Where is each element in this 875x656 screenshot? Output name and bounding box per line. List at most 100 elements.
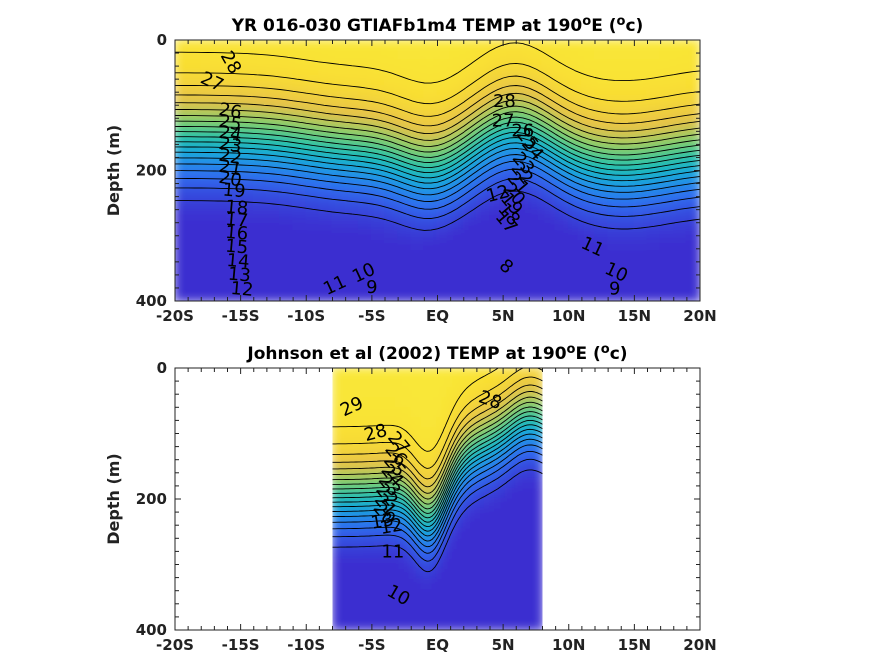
heatmap-cell bbox=[378, 598, 386, 611]
heatmap-cell bbox=[489, 99, 505, 112]
heatmap-cell bbox=[594, 239, 610, 252]
heatmap-cell bbox=[494, 407, 502, 420]
heatmap-cell bbox=[531, 467, 539, 480]
heatmap-cell bbox=[426, 578, 434, 591]
heatmap-cell bbox=[384, 159, 400, 172]
heatmap-cell bbox=[331, 159, 347, 172]
heatmap-cell bbox=[499, 498, 507, 511]
heatmap-cell bbox=[200, 199, 216, 212]
x-tick-label: -5S bbox=[358, 636, 385, 654]
heatmap-cell bbox=[672, 279, 688, 292]
heatmap-cell bbox=[344, 59, 360, 72]
heatmap-cell bbox=[436, 279, 452, 292]
heatmap-cell bbox=[420, 387, 428, 400]
heatmap-cell bbox=[536, 518, 543, 531]
heatmap-cell bbox=[685, 139, 700, 152]
heatmap-cell bbox=[515, 508, 523, 521]
heatmap-cell bbox=[525, 387, 533, 400]
heatmap-cell bbox=[504, 548, 512, 561]
heatmap-cell bbox=[525, 548, 533, 561]
heatmap-cell bbox=[378, 387, 386, 400]
contour-label: 9 bbox=[366, 277, 377, 298]
heatmap-cell bbox=[410, 99, 426, 112]
heatmap-cell bbox=[520, 558, 528, 571]
heatmap-cell bbox=[580, 49, 596, 62]
heatmap-cell bbox=[531, 538, 539, 551]
heatmap-cell bbox=[426, 588, 434, 601]
heatmap-cell bbox=[344, 229, 360, 242]
heatmap-cell bbox=[410, 498, 418, 511]
heatmap-cell bbox=[239, 59, 255, 72]
heatmap-cell bbox=[357, 457, 365, 470]
heatmap-cell bbox=[489, 179, 505, 192]
heatmap-cell bbox=[384, 457, 392, 470]
heatmap-cell bbox=[515, 239, 531, 252]
heatmap-cell bbox=[528, 129, 544, 142]
heatmap-cell bbox=[554, 239, 570, 252]
heatmap-cell bbox=[504, 368, 512, 380]
heatmap-cell bbox=[475, 209, 491, 222]
heatmap-cell bbox=[499, 548, 507, 561]
heatmap-cell bbox=[567, 229, 583, 242]
heatmap-cell bbox=[436, 427, 444, 440]
heatmap-cell bbox=[436, 417, 444, 430]
heatmap-cell bbox=[332, 608, 339, 621]
heatmap-cell bbox=[580, 69, 596, 82]
heatmap-cell bbox=[462, 69, 478, 82]
heatmap-cell bbox=[475, 199, 491, 212]
heatmap-cell bbox=[510, 407, 518, 420]
heatmap-cell bbox=[378, 528, 386, 541]
heatmap-cell bbox=[494, 558, 502, 571]
heatmap-cell bbox=[468, 407, 476, 420]
heatmap-cell bbox=[239, 209, 255, 222]
heatmap-cell bbox=[405, 487, 413, 500]
heatmap-cell bbox=[504, 498, 512, 511]
heatmap-cell bbox=[536, 608, 543, 621]
heatmap-cell bbox=[305, 69, 321, 82]
heatmap-cell bbox=[633, 259, 649, 272]
heatmap-cell bbox=[363, 498, 371, 511]
heatmap-cell bbox=[363, 487, 371, 500]
heatmap-cell bbox=[457, 558, 465, 571]
heatmap-cell bbox=[520, 477, 528, 490]
heatmap-cell bbox=[347, 397, 355, 410]
heatmap-cell bbox=[502, 209, 518, 222]
heatmap-cell bbox=[447, 578, 455, 591]
heatmap-cell bbox=[423, 40, 439, 52]
heatmap-cell bbox=[397, 239, 413, 252]
heatmap-cell bbox=[441, 538, 449, 551]
heatmap-cell bbox=[607, 40, 623, 52]
heatmap-cell bbox=[426, 487, 434, 500]
heatmap-cell bbox=[357, 417, 365, 430]
heatmap-cell bbox=[515, 558, 523, 571]
heatmap-cell bbox=[510, 397, 518, 410]
heatmap-cell bbox=[510, 437, 518, 450]
heatmap-cell bbox=[292, 219, 308, 232]
heatmap-cell bbox=[389, 528, 397, 541]
heatmap-cell bbox=[483, 467, 491, 480]
heatmap-cell bbox=[620, 239, 636, 252]
heatmap-cell bbox=[531, 558, 539, 571]
contour-label: 23 bbox=[217, 133, 243, 158]
heatmap-cell bbox=[420, 457, 428, 470]
heatmap-cell bbox=[468, 477, 476, 490]
heatmap-cell bbox=[520, 498, 528, 511]
heatmap-cell bbox=[502, 269, 518, 282]
heatmap-cell bbox=[426, 368, 434, 380]
heatmap-cell bbox=[410, 269, 426, 282]
heatmap-cell bbox=[499, 377, 507, 390]
heatmap-cell bbox=[342, 368, 350, 380]
heatmap-cell bbox=[607, 199, 623, 212]
heatmap-cell bbox=[344, 249, 360, 262]
heatmap-cell bbox=[504, 508, 512, 521]
heatmap-cell bbox=[499, 417, 507, 430]
heatmap-cell bbox=[394, 518, 402, 531]
heatmap-cell bbox=[473, 387, 481, 400]
heatmap-cell bbox=[426, 538, 434, 551]
heatmap-cell bbox=[483, 548, 491, 561]
heatmap-cell bbox=[226, 169, 242, 182]
heatmap-cell bbox=[447, 377, 455, 390]
heatmap-cell bbox=[515, 407, 523, 420]
heatmap-cell bbox=[441, 498, 449, 511]
heatmap-cell bbox=[187, 199, 203, 212]
